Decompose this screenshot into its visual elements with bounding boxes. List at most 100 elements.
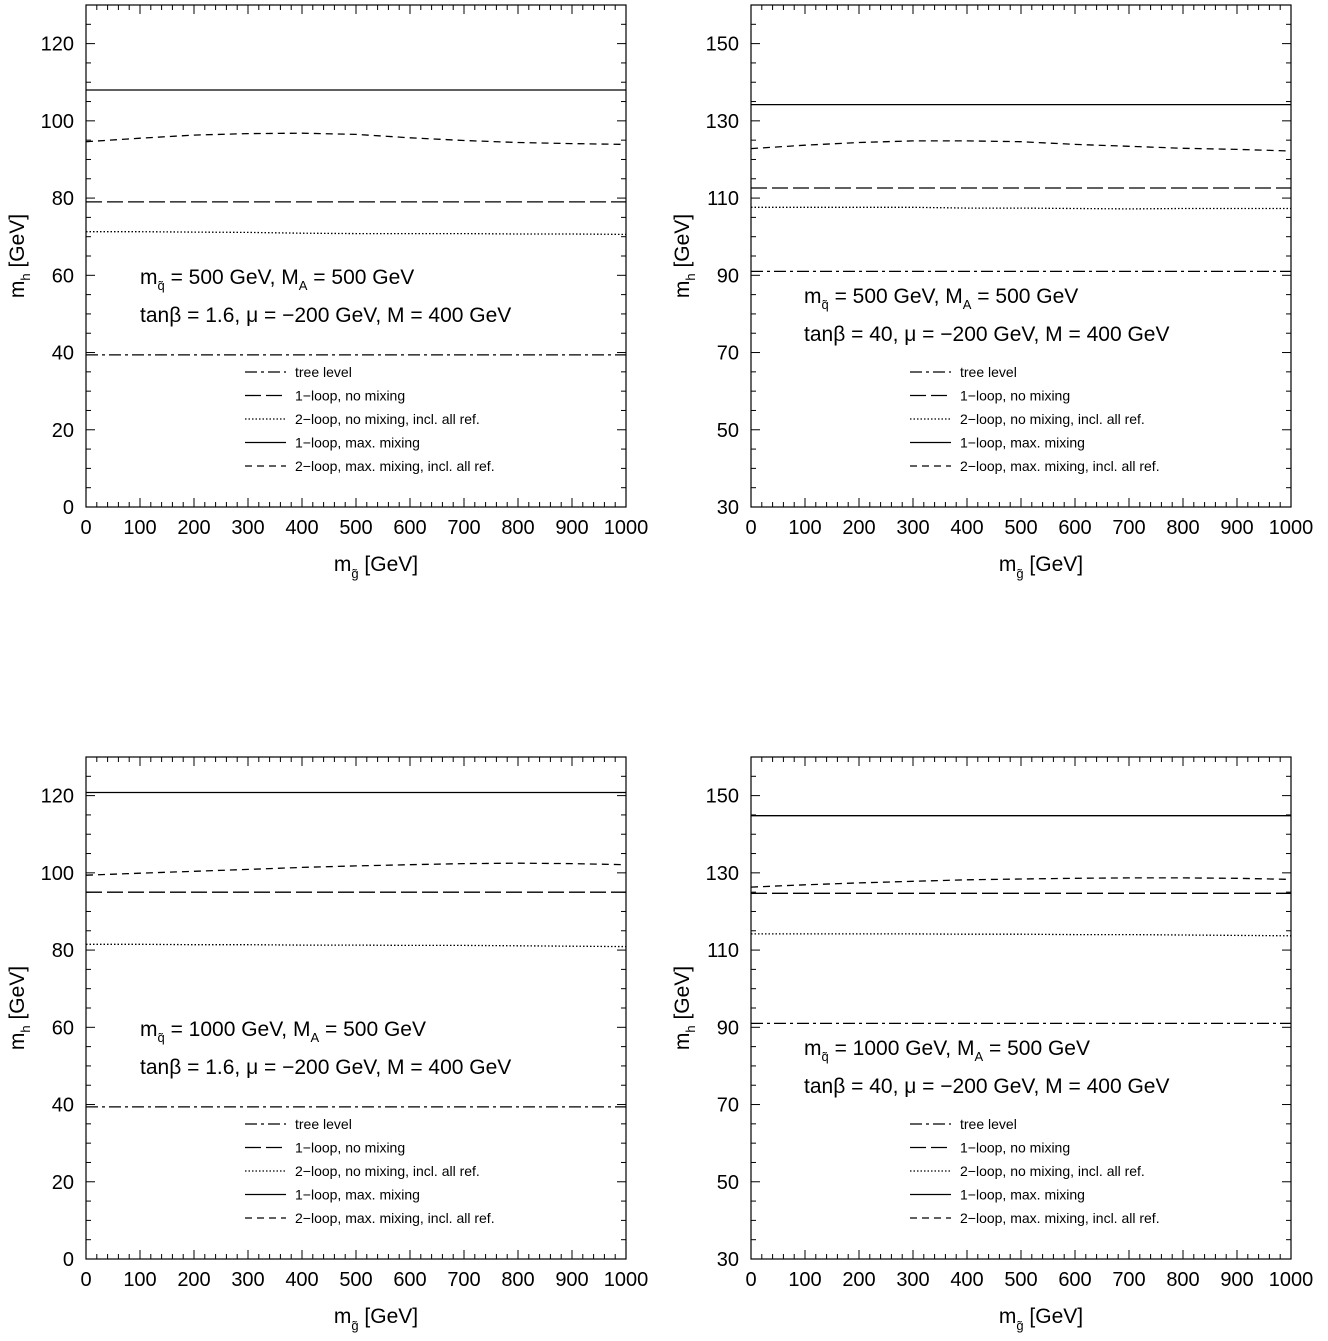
x-tick-label: 700 (447, 517, 480, 539)
annotation-line-2: tanβ = 1.6, μ = −200 GeV, M = 400 GeV (140, 1056, 511, 1079)
legend: tree level 1−loop, no mixing 2−loop, no mi… (910, 364, 1160, 474)
x-tick-label: 200 (177, 517, 210, 539)
legend-label: 2−loop, max. mixing, incl. all ref. (960, 1210, 1160, 1226)
x-tick-label: 900 (1220, 517, 1253, 539)
legend-label: 1−loop, no mixing (960, 388, 1070, 404)
x-tick-label: 600 (393, 517, 426, 539)
y-axis-label-sub: h (683, 273, 698, 280)
annotation-line-1: mq̃ = 1000 GeV, MA = 500 GeV (804, 1037, 1090, 1064)
legend-label: tree level (295, 364, 352, 380)
annot-m: m (140, 1018, 158, 1041)
x-tick-label: 500 (1004, 517, 1037, 539)
legend-label: 2−loop, max. mixing, incl. all ref. (960, 458, 1160, 474)
y-axis-label-main: m (671, 281, 694, 299)
x-tick-label: 300 (896, 1269, 929, 1291)
plot-frame (750, 756, 1292, 1260)
series-line-dashed (750, 140, 1292, 152)
x-axis-label-main: m (334, 553, 352, 576)
x-tick-label: 900 (555, 517, 588, 539)
x-tick-label: 100 (788, 517, 821, 539)
legend-label: tree level (960, 1116, 1017, 1132)
annot-m-sub: q̃ (158, 1030, 165, 1045)
annot-A-value: = 500 GeV (983, 1037, 1090, 1060)
x-tick-label: 200 (177, 1269, 210, 1291)
annot-m-value: = 1000 GeV, M (165, 1018, 311, 1041)
legend-label: 2−loop, no mixing, incl. all ref. (295, 1163, 480, 1179)
annot-m-value: = 500 GeV, M (829, 285, 963, 308)
annot-A-sub: A (963, 297, 972, 312)
y-tick-label: 30 (717, 1249, 739, 1271)
x-tick-label: 200 (842, 517, 875, 539)
y-axis-label-sub: h (18, 273, 33, 280)
x-tick-label: 600 (1058, 517, 1091, 539)
y-tick-label: 60 (52, 1017, 74, 1039)
chart-panel-3: 0 100 200 300 400 500 600 700 800 900 1000 0 20 40 60 8… (6, 756, 649, 1333)
y-tick-label: 130 (706, 111, 739, 133)
y-axis-label-main: m (671, 1033, 694, 1051)
x-tick-label: 0 (745, 517, 756, 539)
legend-label: 1−loop, no mixing (295, 388, 405, 404)
x-tick-label: 600 (393, 1269, 426, 1291)
annotation-line-1: mq̃ = 500 GeV, MA = 500 GeV (140, 266, 414, 293)
legend-label: 2−loop, max. mixing, incl. all ref. (295, 1210, 495, 1226)
x-axis-label: mg̃ [GeV] (334, 553, 418, 581)
y-axis-label: mh [GeV] (671, 214, 698, 298)
y-tick-label: 150 (706, 786, 739, 808)
x-tick-label: 200 (842, 1269, 875, 1291)
x-axis-label-main: m (999, 553, 1017, 576)
legend-label: 2−loop, no mixing, incl. all ref. (960, 411, 1145, 427)
y-axis-label: mh [GeV] (671, 966, 698, 1050)
y-tick-label: 100 (41, 863, 74, 885)
x-tick-label: 1000 (604, 1269, 649, 1291)
y-tick-label: 50 (717, 1172, 739, 1194)
y-tick-label: 90 (717, 1017, 739, 1039)
annot-m: m (804, 285, 822, 308)
x-axis-label-sub: g̃ (351, 1318, 358, 1333)
legend-label: 1−loop, max. mixing (295, 435, 420, 451)
x-tick-label: 800 (1166, 1269, 1199, 1291)
chart-panel-4: 0 100 200 300 400 500 600 700 800 900 1000 30 50 70 90… (671, 756, 1314, 1333)
y-tick-label: 40 (52, 1095, 74, 1117)
legend-label: 1−loop, max. mixing (295, 1187, 420, 1203)
annot-A-value: = 500 GeV (307, 266, 414, 289)
x-tick-label: 1000 (1269, 1269, 1314, 1291)
annot-A-sub: A (974, 1049, 983, 1064)
x-tick-label: 400 (285, 517, 318, 539)
x-tick-label: 300 (231, 517, 264, 539)
x-tick-label: 500 (339, 1269, 372, 1291)
plot-frame (85, 756, 627, 1260)
x-tick-label: 1000 (604, 517, 649, 539)
x-tick-label: 300 (231, 1269, 264, 1291)
y-tick-label: 60 (52, 265, 74, 287)
annot-A-value: = 500 GeV (319, 1018, 426, 1041)
y-axis-label-unit: [GeV] (6, 214, 29, 274)
x-axis-label-sub: g̃ (351, 566, 358, 581)
x-tick-label: 800 (1166, 517, 1199, 539)
x-tick-label: 1000 (1269, 517, 1314, 539)
x-axis-label-unit: [GeV] (359, 553, 419, 576)
x-axis-label: mg̃ [GeV] (334, 1305, 418, 1333)
series-line-dashed (85, 132, 627, 146)
annot-m-value: = 500 GeV, M (165, 266, 299, 289)
series-line-dotted (86, 943, 627, 948)
x-tick-label: 100 (123, 517, 156, 539)
y-tick-label: 80 (52, 940, 74, 962)
y-tick-label: 70 (717, 1095, 739, 1117)
y-tick-label: 90 (717, 265, 739, 287)
annot-m: m (804, 1037, 822, 1060)
annotation-line-1: mq̃ = 1000 GeV, MA = 500 GeV (140, 1018, 426, 1045)
annot-A-value: = 500 GeV (971, 285, 1078, 308)
x-tick-label: 900 (1220, 1269, 1253, 1291)
y-tick-label: 20 (52, 1172, 74, 1194)
legend: tree level 1−loop, no mixing 2−loop, no mi… (910, 1116, 1160, 1226)
y-axis-label-unit: [GeV] (671, 214, 694, 274)
annot-A-sub: A (299, 278, 308, 293)
y-tick-label: 40 (52, 343, 74, 365)
x-axis-label-unit: [GeV] (1024, 1305, 1084, 1328)
annot-m-sub: q̃ (822, 1049, 829, 1064)
legend-label: 1−loop, max. mixing (960, 435, 1085, 451)
annot-A-sub: A (310, 1030, 319, 1045)
chart-panel-2: 0 100 200 300 400 500 600 700 800 900 1000 30 50 70 90… (671, 4, 1314, 581)
annotation-line-1: mq̃ = 500 GeV, MA = 500 GeV (804, 285, 1078, 312)
x-tick-label: 400 (950, 1269, 983, 1291)
